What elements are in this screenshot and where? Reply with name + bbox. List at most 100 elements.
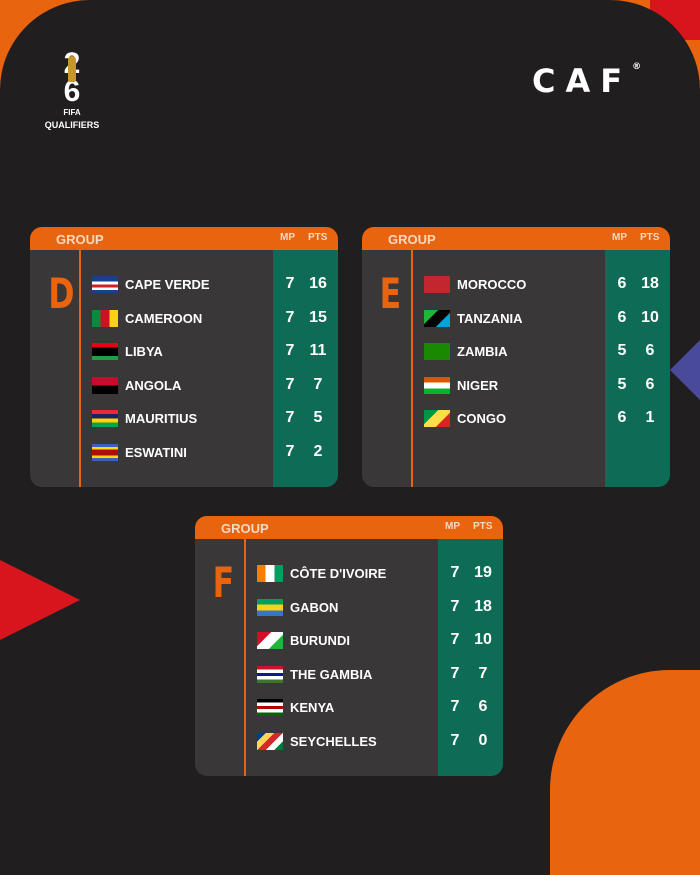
logo-subtitle: QUALIFIERS [44, 120, 100, 130]
matches-played: 7 [450, 732, 460, 749]
team-row: MAURITIUS 7 5 [92, 409, 332, 428]
matches-played: 7 [450, 597, 460, 615]
flag-icon [92, 444, 118, 461]
divider [411, 250, 413, 487]
matches-played: 5 [617, 342, 627, 360]
team-name: CAPE VERDE [125, 277, 210, 292]
group-e-table: GROUP MP PTS E MOROCCO 6 18 TANZANIA 6 1… [362, 227, 670, 487]
mp-header: MP [280, 232, 295, 243]
matches-played: 7 [285, 308, 295, 326]
team-name: ZAMBIA [457, 344, 508, 360]
team-row: CAPE VERDE 7 16 [92, 275, 332, 293]
team-row: NIGER 5 6 [424, 376, 664, 394]
caf-text: CAF [532, 62, 633, 100]
team-name: SEYCHELLES [290, 734, 377, 749]
points: 15 [309, 308, 327, 326]
matches-played: 7 [285, 275, 295, 292]
table-header: GROUP MP PTS [362, 227, 670, 250]
points: 18 [474, 597, 492, 615]
table-header: GROUP MP PTS [30, 227, 338, 250]
flag-icon [424, 309, 450, 327]
matches-played: 7 [285, 375, 295, 393]
matches-played: 7 [450, 564, 460, 581]
team-row: KENYA 7 6 [257, 698, 497, 717]
group-label: GROUP [221, 521, 269, 536]
fifa-qualifiers-logo: 26 FIFA QUALIFIERS [40, 49, 104, 131]
team-name: ESWATINI [125, 445, 187, 460]
flag-icon [257, 598, 283, 616]
team-name: THE GAMBIA [290, 666, 373, 682]
matches-played: 6 [617, 409, 627, 427]
team-name: KENYA [290, 700, 335, 716]
team-row: THE GAMBIA 7 7 [257, 665, 497, 683]
team-name: CÔTE D'IVOIRE [290, 566, 387, 581]
matches-played: 7 [285, 409, 295, 427]
points: 19 [474, 564, 492, 581]
matches-played: 7 [285, 342, 295, 360]
team-name: LIBYA [125, 344, 163, 360]
points: 18 [641, 275, 659, 292]
flag-icon [257, 699, 283, 717]
stats-column [273, 250, 338, 487]
team-row: ZAMBIA 5 6 [424, 342, 664, 361]
team-name: CONGO [457, 411, 507, 427]
flag-icon [92, 376, 118, 394]
team-name: ANGOLA [125, 377, 182, 393]
flag-icon [424, 376, 450, 394]
team-row: CAMEROON 7 15 [92, 309, 332, 327]
flag-icon [257, 565, 283, 582]
flag-icon [424, 276, 450, 293]
team-name: MOROCCO [457, 277, 527, 292]
flag-icon [257, 632, 283, 650]
group-f-table: GROUP MP PTS F CÔTE D'IVOIRE 7 19 GABON … [195, 516, 503, 776]
team-name: GABON [290, 599, 339, 615]
team-row: CONGO 6 1 [424, 409, 664, 428]
logo-fifa: FIFA [63, 108, 81, 117]
flag-icon [92, 276, 118, 293]
points: 5 [313, 409, 323, 427]
group-letter: E [379, 269, 402, 318]
flag-icon [424, 410, 450, 428]
mp-header: MP [445, 521, 460, 532]
points: 7 [313, 375, 323, 393]
team-row: ANGOLA 7 7 [92, 376, 332, 394]
stats-column [605, 250, 670, 487]
team-name: NIGER [457, 377, 499, 393]
trophy-icon [68, 56, 76, 82]
team-row: GABON 7 18 [257, 598, 497, 616]
divider [244, 539, 246, 776]
team-name: BURUNDI [290, 633, 350, 649]
matches-played: 7 [285, 443, 295, 460]
points: 0 [478, 732, 488, 749]
matches-played: 7 [450, 698, 460, 716]
mp-header: MP [612, 232, 627, 243]
flag-icon [257, 733, 283, 750]
team-row: ESWATINI 7 2 [92, 443, 332, 461]
points: 16 [309, 275, 327, 292]
caf-logo: CAF® [532, 62, 641, 100]
registered-mark: ® [632, 62, 642, 72]
team-row: LIBYA 7 11 [92, 342, 332, 361]
team-row: CÔTE D'IVOIRE 7 19 [257, 564, 497, 582]
flag-icon [257, 665, 283, 683]
team-name: CAMEROON [125, 310, 203, 326]
group-d-table: GROUP MP PTS D CAPE VERDE 7 16 CAMEROON … [30, 227, 338, 487]
matches-played: 5 [617, 375, 627, 393]
group-letter: F [212, 558, 235, 607]
points: 10 [474, 631, 492, 649]
team-row: SEYCHELLES 7 0 [257, 732, 497, 750]
points: 11 [309, 342, 327, 360]
group-letter: D [48, 269, 75, 318]
team-row: MOROCCO 6 18 [424, 275, 664, 293]
group-label: GROUP [56, 232, 104, 247]
group-label: GROUP [388, 232, 436, 247]
matches-played: 7 [450, 664, 460, 682]
matches-played: 6 [617, 308, 627, 326]
flag-icon [92, 343, 118, 361]
pts-header: PTS [308, 232, 328, 243]
team-name: MAURITIUS [125, 411, 198, 427]
team-name: TANZANIA [457, 310, 523, 326]
points: 6 [645, 375, 655, 393]
flag-icon [92, 410, 118, 428]
team-row: BURUNDI 7 10 [257, 631, 497, 650]
